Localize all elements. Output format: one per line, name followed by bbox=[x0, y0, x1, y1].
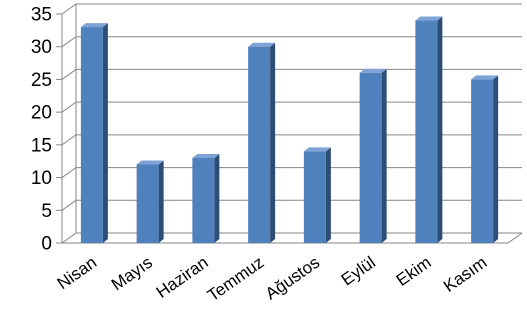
bar-front bbox=[136, 164, 159, 243]
bar-top bbox=[415, 16, 443, 21]
bar-Haziran bbox=[192, 153, 220, 243]
bar-front bbox=[303, 151, 326, 243]
gridlines bbox=[61, 3, 522, 244]
bar-Temmuz bbox=[248, 42, 276, 243]
x-tick-label: Temmuz bbox=[204, 253, 268, 305]
gridline bbox=[61, 101, 522, 113]
bar-top bbox=[471, 75, 499, 80]
bar-side bbox=[158, 160, 164, 243]
bar-front bbox=[80, 27, 103, 244]
bar-side bbox=[102, 23, 108, 244]
bar-side bbox=[437, 16, 443, 243]
bar-side bbox=[214, 153, 220, 243]
y-tick-labels: 0 5 10 15 20 25 30 35 bbox=[31, 5, 52, 255]
bar-top bbox=[303, 147, 331, 152]
x-tick-label: Ekim bbox=[393, 253, 435, 290]
bar-top bbox=[192, 153, 220, 158]
y-tick-label: 10 bbox=[31, 168, 52, 189]
bar-top bbox=[80, 23, 108, 28]
bar-Kasım bbox=[471, 75, 499, 243]
gridline bbox=[61, 36, 522, 48]
y-tick-label: 30 bbox=[31, 37, 52, 58]
gridline bbox=[61, 232, 522, 244]
y-tick-label: 0 bbox=[41, 234, 52, 255]
bar-Nisan bbox=[80, 23, 108, 244]
bars bbox=[80, 16, 499, 244]
y-tick-label: 15 bbox=[31, 135, 52, 156]
bar-Ekim bbox=[415, 16, 443, 243]
y-tick-label: 20 bbox=[31, 103, 52, 124]
x-axis bbox=[62, 232, 523, 244]
axes bbox=[56, 13, 523, 244]
bar-front bbox=[415, 20, 438, 243]
x-tick-label: Ağustos bbox=[262, 253, 323, 304]
y-tick-label: 5 bbox=[41, 201, 52, 222]
bar-Ağustos bbox=[303, 147, 331, 243]
bar-front bbox=[471, 79, 494, 243]
bar-front bbox=[192, 157, 215, 243]
bar-Mayıs bbox=[136, 160, 164, 243]
bar-Eylül bbox=[359, 68, 387, 243]
x-tick-label: Eylül bbox=[338, 253, 379, 290]
x-tick-label: Haziran bbox=[153, 253, 212, 302]
y-tick-label: 25 bbox=[31, 70, 52, 91]
bar-top bbox=[248, 42, 276, 47]
gridline bbox=[61, 199, 522, 211]
bar-side bbox=[270, 42, 276, 243]
bar-front bbox=[248, 46, 271, 243]
bar-side bbox=[381, 68, 387, 243]
bar-front bbox=[359, 72, 382, 243]
x-tick-label: Nisan bbox=[54, 253, 101, 293]
bar-side bbox=[493, 75, 499, 243]
gridline bbox=[61, 68, 522, 80]
x-tick-label: Kasım bbox=[440, 253, 490, 296]
y-tick-label: 35 bbox=[31, 5, 52, 26]
gridline bbox=[61, 134, 522, 146]
bar-top bbox=[136, 160, 164, 165]
bar-top bbox=[359, 68, 387, 73]
x-tick-label: Mayıs bbox=[108, 253, 156, 295]
gridline bbox=[61, 167, 522, 178]
bar-side bbox=[325, 147, 331, 243]
gridline bbox=[61, 3, 522, 15]
